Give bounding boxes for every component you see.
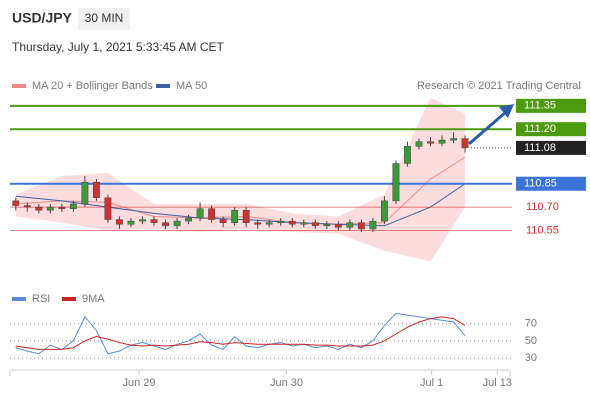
legend-swatch <box>156 84 170 88</box>
candle-body <box>311 222 319 227</box>
candle-body <box>231 209 239 223</box>
candle-body <box>162 222 169 227</box>
level-label: 110.55 <box>526 224 559 236</box>
level-label: 111.35 <box>524 100 556 112</box>
candle-body <box>104 197 112 220</box>
interval[interactable]: 30 MIN <box>85 11 124 25</box>
candle-body <box>381 200 388 222</box>
level-label: 110.85 <box>524 178 557 190</box>
timestamp: Thursday, July 1, 2021 5:33:45 AM CET <box>12 40 225 54</box>
legend-label: 9MA <box>82 293 105 305</box>
legend-label: MA 50 <box>176 80 207 92</box>
candle-body <box>173 220 181 227</box>
candle-body <box>415 141 423 147</box>
x-tick-label: Jul 13 <box>483 377 512 389</box>
candle-body <box>127 220 135 225</box>
candle-body <box>219 219 227 223</box>
candle-body <box>92 181 100 199</box>
candle-body <box>438 139 446 144</box>
candle-body <box>323 223 331 227</box>
candle-body <box>35 206 43 211</box>
candle-body <box>450 138 457 141</box>
level-box <box>516 176 586 191</box>
legend-label: MA 20 + Bollinger Bands <box>32 80 153 92</box>
x-tick-label: Jun 29 <box>123 377 156 389</box>
x-tick-label: Jun 30 <box>270 377 303 389</box>
candle-body <box>208 208 216 220</box>
candle-body <box>81 181 89 205</box>
candle-body <box>357 222 365 230</box>
candle-body <box>461 138 469 149</box>
symbol: USD/JPY <box>12 10 73 26</box>
y-tick-label: 70 <box>525 318 537 330</box>
candle-body <box>58 206 66 209</box>
candle-body <box>392 163 400 202</box>
candle-body <box>334 223 342 228</box>
candle-body <box>116 219 123 225</box>
legend-swatch <box>12 84 26 88</box>
candle-body <box>185 217 192 222</box>
candle-body <box>369 220 377 230</box>
forecast-arrow <box>468 110 507 146</box>
candle-body <box>300 222 308 225</box>
level-box <box>516 122 586 137</box>
candle-body <box>404 146 411 164</box>
candle-body <box>139 219 146 222</box>
candle-body <box>277 220 285 223</box>
level-box <box>516 98 586 113</box>
legend-swatch <box>62 297 76 301</box>
level-label: 111.08 <box>524 142 556 154</box>
interval-box[interactable] <box>78 8 130 30</box>
level-box <box>516 140 586 155</box>
candle-body <box>288 220 296 225</box>
candle-body <box>427 141 434 144</box>
rsi-line <box>15 316 466 350</box>
candle-body <box>254 222 262 225</box>
candle-body <box>150 219 158 223</box>
bollinger-band <box>15 98 466 262</box>
y-tick-label: 50 <box>525 335 537 347</box>
candle-body <box>23 205 31 208</box>
legend-label: RSI <box>32 293 50 305</box>
candle-body <box>12 200 20 206</box>
candle-body <box>196 208 204 219</box>
y-tick-label: 30 <box>525 352 537 364</box>
forecast-arrowhead <box>499 104 514 118</box>
candle-body <box>46 206 54 211</box>
level-label: 111.20 <box>524 123 556 135</box>
credit: Research © 2021 Trading Central <box>417 80 581 92</box>
x-tick-label: Jul 1 <box>420 377 443 389</box>
candle-body <box>265 222 273 225</box>
candle-body <box>346 222 354 228</box>
level-label: 110.70 <box>526 201 559 213</box>
candle-body <box>242 209 250 223</box>
legend-swatch <box>12 297 26 301</box>
candle-body <box>69 203 77 209</box>
rsi-line <box>15 312 466 355</box>
